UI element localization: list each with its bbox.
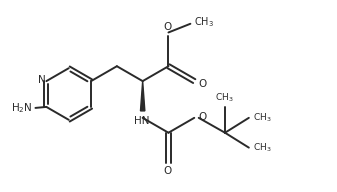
Text: CH$_3$: CH$_3$: [194, 15, 214, 29]
Text: CH$_3$: CH$_3$: [253, 141, 271, 154]
Text: O: O: [163, 22, 172, 32]
Text: O: O: [198, 112, 207, 122]
Text: CH$_3$: CH$_3$: [253, 112, 271, 124]
Text: O: O: [163, 166, 172, 176]
Text: H$_2$N: H$_2$N: [11, 101, 32, 115]
Polygon shape: [141, 81, 145, 111]
Text: N: N: [38, 75, 46, 85]
Text: CH$_3$: CH$_3$: [215, 92, 233, 104]
Text: O: O: [198, 79, 207, 89]
Text: HN: HN: [134, 116, 149, 126]
